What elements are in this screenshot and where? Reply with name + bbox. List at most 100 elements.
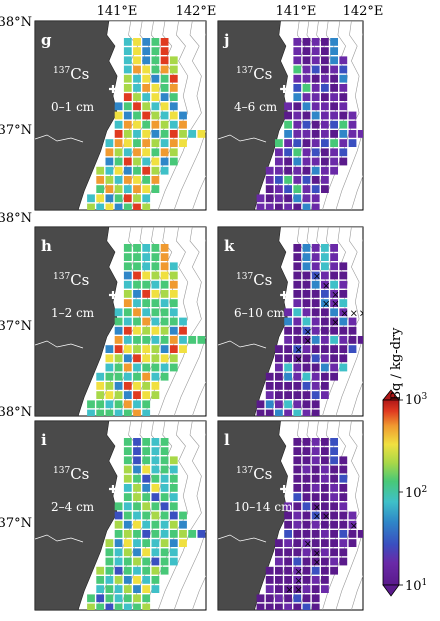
sample-square	[114, 111, 123, 120]
sample-square	[302, 102, 311, 111]
sample-square	[169, 56, 178, 65]
sample-square	[151, 299, 160, 307]
sample-square	[123, 566, 132, 575]
sample-square	[302, 372, 311, 381]
sample-square	[311, 382, 320, 390]
sample-square	[293, 93, 302, 101]
sample-square	[169, 148, 178, 157]
sample-square	[348, 530, 357, 538]
sample-square	[311, 326, 320, 335]
sample-square	[115, 613, 123, 617]
sample-square	[265, 409, 274, 416]
sample-square	[114, 130, 123, 138]
sample-square	[133, 585, 141, 593]
sample-square	[197, 130, 206, 138]
sample-square	[303, 213, 311, 221]
sample-square	[151, 354, 160, 363]
sample-square	[133, 345, 141, 353]
sample-square	[169, 139, 178, 147]
sample-square	[133, 102, 141, 111]
sample-square	[321, 253, 329, 261]
sample-square	[311, 317, 320, 326]
sample-square	[142, 308, 151, 317]
sample-square	[293, 244, 302, 252]
sample-square	[160, 271, 169, 280]
sample-square	[123, 84, 132, 92]
bathymetry-contour	[295, 21, 363, 210]
sample-square	[151, 520, 160, 529]
sample-square	[284, 613, 292, 617]
sample-square	[142, 56, 151, 65]
sample-square	[151, 157, 160, 166]
sample-square	[321, 84, 329, 92]
sample-square	[293, 456, 302, 465]
plant-marker-icon	[280, 291, 289, 299]
sample-square	[142, 84, 151, 92]
sample-square	[160, 74, 169, 83]
sample-square	[302, 391, 311, 399]
sample-square	[302, 139, 311, 147]
sample-square	[114, 391, 123, 399]
sample-square	[302, 539, 311, 547]
sample-square	[293, 576, 302, 584]
sample-square	[169, 354, 178, 363]
sample-square	[133, 603, 141, 610]
sample-square	[284, 530, 292, 538]
sample-square	[293, 354, 302, 363]
sample-square	[293, 372, 302, 381]
sample-square	[321, 493, 329, 501]
bathymetry-contour	[96, 421, 189, 610]
sample-square	[133, 557, 141, 566]
sample-square	[321, 317, 329, 326]
no-data-mark: ×	[322, 281, 330, 292]
sample-square	[123, 548, 132, 557]
sample-square	[105, 157, 114, 166]
sample-square	[311, 363, 320, 372]
sample-square	[160, 465, 169, 474]
sample-square	[87, 213, 95, 221]
sample-square	[256, 194, 265, 203]
sample-square	[142, 456, 151, 465]
sample-square	[293, 84, 302, 92]
sample-square	[256, 603, 265, 610]
sample-square	[96, 585, 105, 593]
sample-square	[257, 613, 265, 617]
sample-square	[169, 539, 178, 547]
sample-square	[311, 530, 320, 538]
sample-square	[160, 299, 169, 307]
sample-square	[160, 47, 169, 55]
sample-square	[142, 391, 151, 399]
sample-square	[284, 354, 292, 363]
sample-square	[160, 326, 169, 335]
isotope-label: 137Cs	[236, 271, 272, 289]
sample-square	[133, 391, 141, 399]
sample-square	[284, 576, 292, 584]
sample-square	[330, 502, 338, 511]
sample-square	[302, 474, 311, 483]
sample-square	[179, 336, 187, 344]
sample-square	[275, 185, 283, 193]
sample-square	[293, 166, 302, 175]
sample-square	[330, 345, 338, 353]
sample-square	[151, 502, 160, 511]
sample-square	[105, 372, 114, 381]
sample-square	[142, 447, 151, 455]
sample-square	[169, 557, 178, 566]
sample-square	[151, 345, 160, 353]
sample-square	[160, 474, 169, 483]
sample-square	[133, 290, 141, 298]
sample-square	[311, 176, 320, 184]
sample-square	[123, 194, 132, 203]
latitude-label: 38°N	[0, 405, 32, 420]
sample-square	[123, 409, 132, 416]
sample-square	[96, 409, 105, 416]
sample-square	[133, 56, 141, 65]
sample-square	[284, 213, 292, 221]
sample-square	[151, 566, 160, 575]
sample-square	[169, 465, 178, 474]
sample-square	[114, 548, 123, 557]
sample-square	[293, 474, 302, 483]
no-data-mark: ×	[294, 345, 302, 356]
no-data-mark: ×	[331, 299, 339, 310]
sample-square	[330, 139, 338, 147]
